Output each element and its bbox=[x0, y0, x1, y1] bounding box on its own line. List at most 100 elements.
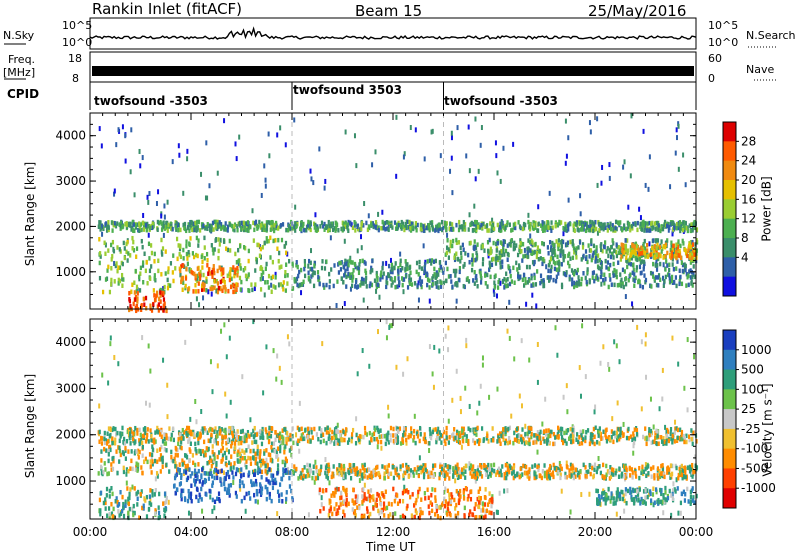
echo-cell bbox=[603, 281, 606, 286]
echo-cell bbox=[638, 279, 641, 285]
echo-cell bbox=[680, 260, 683, 265]
echo-cell bbox=[113, 354, 116, 360]
echo-cell bbox=[667, 227, 670, 233]
echo-cell bbox=[552, 277, 555, 283]
echo-cell bbox=[199, 228, 202, 233]
echo-cell bbox=[518, 433, 521, 439]
echo-cell bbox=[342, 221, 345, 227]
echo-cell bbox=[492, 240, 495, 246]
echo-cell bbox=[197, 436, 200, 441]
echo-cell bbox=[187, 425, 191, 431]
echo-cell bbox=[656, 430, 659, 435]
echo-cell bbox=[282, 287, 285, 292]
echo-cell bbox=[504, 225, 507, 230]
echo-cell bbox=[444, 260, 447, 266]
echo-cell bbox=[400, 226, 403, 231]
echo-cell bbox=[124, 499, 127, 504]
echo-cell bbox=[391, 225, 394, 230]
echo-cell bbox=[598, 426, 601, 431]
echo-cell bbox=[389, 433, 392, 438]
echo-cell bbox=[385, 275, 388, 281]
echo-cell bbox=[114, 426, 117, 432]
echo-cell bbox=[330, 267, 333, 272]
echo-cell bbox=[534, 241, 537, 247]
echo-cell bbox=[174, 461, 177, 466]
echo-cell bbox=[654, 263, 657, 268]
echo-cell bbox=[227, 490, 231, 496]
echo-cell bbox=[640, 470, 643, 476]
echo-cell bbox=[450, 226, 453, 232]
echo-cell bbox=[522, 272, 526, 278]
echo-cell bbox=[404, 259, 407, 264]
echo-cell bbox=[197, 462, 200, 467]
echo-cell bbox=[147, 506, 151, 512]
echo-cell bbox=[219, 237, 222, 243]
echo-cell bbox=[314, 212, 317, 218]
echo-cell bbox=[242, 220, 245, 226]
echo-cell bbox=[405, 225, 408, 231]
echo-cell bbox=[217, 248, 220, 254]
echo-cell bbox=[452, 432, 455, 437]
echo-cell bbox=[582, 271, 585, 276]
echo-cell bbox=[238, 447, 241, 453]
echo-cell bbox=[267, 131, 270, 137]
echo-cell bbox=[426, 282, 429, 288]
echo-cell bbox=[360, 434, 363, 439]
echo-cell bbox=[566, 427, 570, 433]
echo-cell bbox=[333, 427, 337, 432]
echo-cell bbox=[555, 267, 558, 272]
echo-cell bbox=[150, 502, 153, 507]
echo-cell bbox=[571, 255, 575, 261]
echo-cell bbox=[180, 445, 183, 451]
echo-cell bbox=[401, 436, 404, 442]
echo-cell bbox=[329, 235, 332, 241]
echo-cell bbox=[531, 225, 534, 230]
echo-cell bbox=[219, 279, 222, 285]
echo-cell bbox=[227, 460, 231, 466]
echo-cell bbox=[636, 257, 639, 263]
echo-cell bbox=[389, 425, 393, 431]
echo-cell bbox=[426, 225, 429, 231]
echo-cell bbox=[667, 221, 670, 227]
echo-cell bbox=[642, 223, 645, 228]
echo-cell bbox=[167, 266, 170, 271]
echo-cell bbox=[565, 270, 568, 275]
echo-cell bbox=[485, 464, 488, 470]
echo-cell bbox=[224, 221, 227, 226]
echo-cell bbox=[688, 255, 691, 260]
echo-cell bbox=[240, 279, 243, 285]
echo-cell bbox=[136, 427, 139, 433]
echo-cell bbox=[520, 403, 523, 409]
echo-cell bbox=[346, 224, 349, 230]
echo-cell bbox=[119, 431, 122, 436]
echo-cell bbox=[679, 225, 682, 231]
echo-cell bbox=[360, 281, 363, 286]
echo-cell bbox=[684, 248, 687, 253]
echo-cell bbox=[426, 259, 429, 264]
echo-cell bbox=[234, 251, 237, 257]
echo-cell bbox=[508, 299, 511, 305]
echo-cell bbox=[271, 485, 275, 491]
echo-cell bbox=[678, 268, 681, 273]
echo-cell bbox=[495, 509, 498, 515]
echo-cell bbox=[315, 228, 318, 233]
echo-cell bbox=[428, 448, 431, 454]
echo-cell bbox=[691, 283, 694, 288]
echo-cell bbox=[174, 464, 177, 469]
echo-cell bbox=[244, 227, 248, 233]
echo-cell bbox=[216, 281, 220, 286]
echo-cell bbox=[396, 284, 399, 289]
echo-cell bbox=[681, 238, 684, 244]
echo-cell bbox=[270, 498, 273, 504]
echo-cell bbox=[247, 258, 250, 264]
echo-cell bbox=[109, 427, 112, 433]
nave-label: Nave bbox=[746, 63, 775, 76]
echo-cell bbox=[535, 250, 539, 256]
echo-cell bbox=[270, 441, 274, 447]
echo-cell bbox=[422, 436, 425, 442]
echo-cell bbox=[423, 156, 426, 162]
echo-cell bbox=[545, 264, 548, 270]
echo-cell bbox=[209, 494, 212, 500]
echo-cell bbox=[153, 492, 156, 497]
echo-cell bbox=[612, 270, 615, 276]
